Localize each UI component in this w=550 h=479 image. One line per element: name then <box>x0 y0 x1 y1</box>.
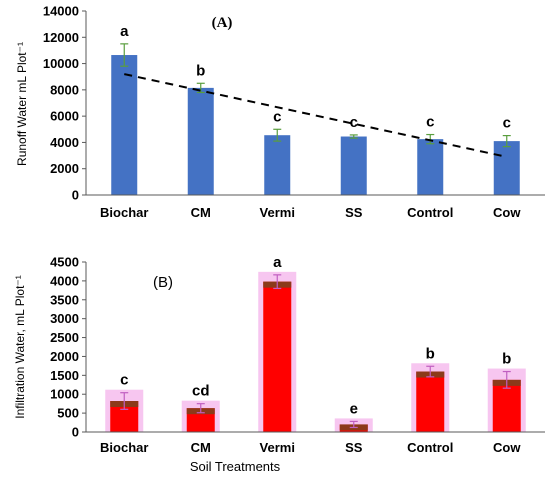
category-label: SS <box>345 440 363 455</box>
a-ytick-label: 4000 <box>50 135 79 150</box>
bar <box>263 281 292 432</box>
bar <box>340 136 367 195</box>
b-ytick-label: 3500 <box>50 292 79 307</box>
a-ytick-label: 12000 <box>43 30 79 45</box>
b-ytick-label: 4500 <box>50 255 79 270</box>
b-ytick-label: 1500 <box>50 368 79 383</box>
bar <box>111 55 138 196</box>
b-ytick-label: 4000 <box>50 273 79 288</box>
a-ytick-label: 0 <box>72 188 79 203</box>
significance-letter: c <box>273 108 281 125</box>
runoff-chart: Runoff Water mL Plot⁻¹ (A) 0 2000 4000 6000… <box>15 4 545 220</box>
runoff-trendline <box>124 73 507 158</box>
category-label: Vermi <box>260 205 295 220</box>
a-ytick-label: 2000 <box>50 161 79 176</box>
significance-letter: a <box>120 23 129 40</box>
a-ytick-label: 8000 <box>50 82 79 97</box>
category-label: Cow <box>493 440 521 455</box>
category-label: Vermi <box>260 440 295 455</box>
significance-letter: b <box>196 62 205 79</box>
category-label: Biochar <box>100 440 148 455</box>
runoff-panel-title: (A) <box>212 15 233 31</box>
a-ytick-label: 6000 <box>50 109 79 124</box>
bar <box>187 87 214 195</box>
category-label: CM <box>191 205 211 220</box>
b-ytick-label: 0 <box>72 425 79 440</box>
significance-letter: b <box>502 351 511 368</box>
bar <box>264 135 291 195</box>
b-ytick-label: 3000 <box>50 311 79 326</box>
infiltration-panel-title: (B) <box>153 274 173 291</box>
significance-letter: c <box>120 372 128 389</box>
b-ytick-label: 2000 <box>50 349 79 364</box>
bar <box>417 139 444 195</box>
category-label: Control <box>407 205 453 220</box>
b-ytick-label: 500 <box>57 406 79 421</box>
significance-letter: e <box>350 400 358 417</box>
significance-letter: b <box>426 345 435 362</box>
b-ytick-label: 2500 <box>50 330 79 345</box>
significance-letter: c <box>350 114 358 131</box>
a-ytick-label: 14000 <box>43 4 79 19</box>
bar <box>416 371 445 432</box>
category-label: Cow <box>493 205 521 220</box>
runoff-y-axis-label: Runoff Water mL Plot⁻¹ <box>15 42 29 166</box>
infiltration-chart: Infiltration Water, mL Plot⁻¹ (B) Soil T… <box>13 254 545 474</box>
category-label: Control <box>407 440 453 455</box>
significance-letter: cd <box>192 383 210 400</box>
category-label: Biochar <box>100 205 148 220</box>
significance-letter: c <box>426 114 434 131</box>
infiltration-y-axis-label: Infiltration Water, mL Plot⁻¹ <box>13 275 27 419</box>
infiltration-x-axis-label: Soil Treatments <box>190 459 281 474</box>
category-label: CM <box>191 440 211 455</box>
category-label: SS <box>345 205 363 220</box>
a-ytick-label: 10000 <box>43 56 79 71</box>
significance-letter: a <box>273 254 282 271</box>
b-ytick-label: 1000 <box>50 387 79 402</box>
bar <box>493 141 520 195</box>
significance-letter: c <box>503 115 511 132</box>
